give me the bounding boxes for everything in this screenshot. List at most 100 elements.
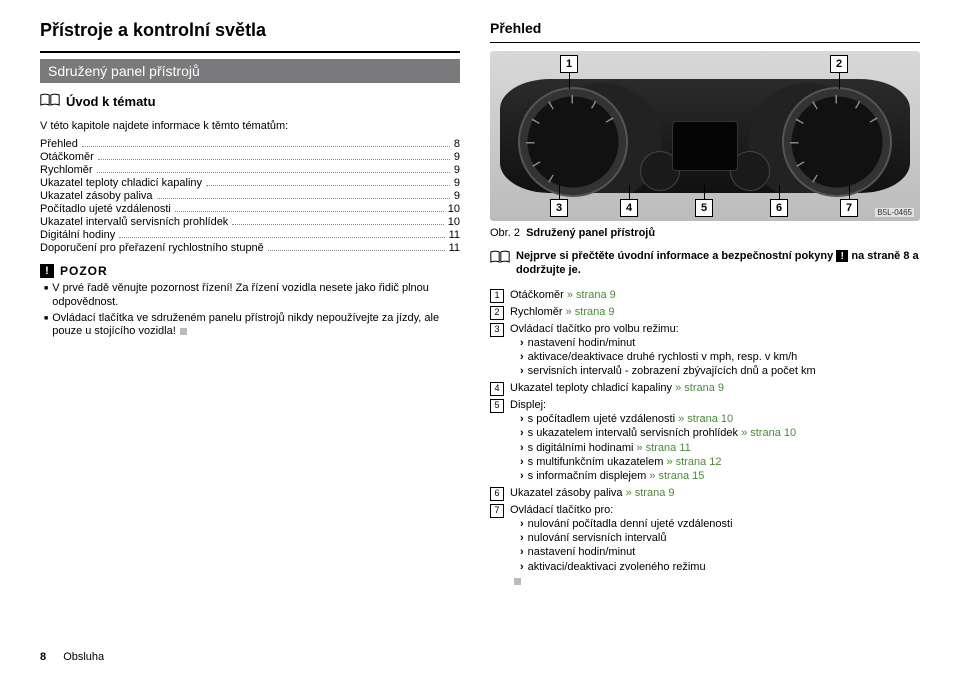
- legend-text: Rychloměr: [510, 306, 566, 318]
- legend-subitem: s ukazatelem intervalů servisních prohlí…: [520, 426, 920, 440]
- legend-subitem: nulování servisních intervalů: [520, 531, 920, 545]
- toc-leader: [206, 185, 450, 186]
- right-column: Přehled 1 2 3 4 5 6 7 B5L-0465 Ob: [490, 20, 920, 590]
- legend-item: 4Ukazatel teploty chladicí kapaliny » st…: [490, 381, 920, 396]
- book-icon: [490, 250, 510, 278]
- toc-label: Rychloměr: [40, 164, 93, 176]
- toc-page: 10: [448, 203, 460, 215]
- toc-label: Počítadlo ujeté vzdálenosti: [40, 203, 171, 215]
- page-number: 8: [40, 651, 46, 663]
- right-title: Přehled: [490, 20, 920, 36]
- page-link: » strana 10: [678, 413, 733, 425]
- warning-icon: !: [836, 250, 848, 262]
- instrument-cluster-figure: 1 2 3 4 5 6 7 B5L-0465: [490, 51, 920, 221]
- warning-icon: !: [40, 264, 54, 278]
- toc-leader: [157, 198, 450, 199]
- toc-label: Ukazatel teploty chladicí kapaliny: [40, 177, 202, 189]
- legend-text: Ovládací tlačítko pro volbu režimu:: [510, 323, 679, 335]
- end-marker-icon: [514, 578, 521, 585]
- section-bar: Sdružený panel přístrojů: [40, 59, 460, 83]
- toc-leader: [268, 250, 445, 251]
- legend-subitem: aktivaci/deaktivaci zvoleného režimu: [520, 560, 920, 574]
- warning-box: ! POZOR V prvé řadě věnujte pozornost ří…: [40, 264, 460, 339]
- page-link: » strana 11: [637, 442, 691, 454]
- warning-item: V prvé řadě věnujte pozornost řízení! Za…: [44, 282, 460, 310]
- legend-body: Otáčkoměr » strana 9: [510, 288, 920, 303]
- toc-label: Ukazatel zásoby paliva: [40, 190, 153, 202]
- legend-number: 2: [490, 306, 504, 320]
- legend-body: Rychloměr » strana 9: [510, 305, 920, 320]
- legend-text: Otáčkoměr: [510, 289, 567, 301]
- legend-sublist: nulování počítadla denní ujeté vzdálenos…: [510, 517, 920, 574]
- legend-item: 7 Ovládací tlačítko pro:nulování počítadl…: [490, 503, 920, 589]
- toc-leader: [232, 224, 443, 225]
- toc-page: 9: [454, 177, 460, 189]
- toc-row: Počítadlo ujeté vzdálenosti 10: [40, 203, 460, 215]
- toc-row: Otáčkoměr9: [40, 151, 460, 163]
- page-footer: 8 Obsluha: [40, 651, 104, 663]
- page-link: » strana 15: [649, 470, 704, 482]
- lead-text: V této kapitole najdete informace k těmt…: [40, 120, 460, 132]
- toc-leader: [82, 146, 450, 147]
- toc-page: 8: [454, 138, 460, 150]
- legend-body: Ovládací tlačítko pro:nulování počítadla…: [510, 503, 920, 589]
- legend-text: Displej:: [510, 399, 546, 411]
- toc-page: 10: [448, 216, 460, 228]
- callout-6: 6: [770, 199, 788, 217]
- divider: [40, 51, 460, 53]
- legend-number: 5: [490, 399, 504, 413]
- toc-page: 9: [454, 151, 460, 163]
- callout-2: 2: [830, 55, 848, 73]
- chapter-title: Přístroje a kontrolní světla: [40, 20, 460, 41]
- legend-number: 4: [490, 382, 504, 396]
- toc-label: Doporučení pro přeřazení rychlostního st…: [40, 242, 264, 254]
- page-link: » strana 9: [567, 289, 616, 301]
- intro-title: Úvod k tématu: [66, 94, 156, 109]
- toc-label: Přehled: [40, 138, 78, 150]
- legend-body: Ukazatel zásoby paliva » strana 9: [510, 486, 920, 501]
- end-marker-icon: [180, 328, 187, 335]
- legend-sublist: s počítadlem ujeté vzdálenosti » strana …: [510, 412, 920, 483]
- legend-number: 1: [490, 289, 504, 303]
- callout-4: 4: [620, 199, 638, 217]
- legend-item: 3Ovládací tlačítko pro volbu režimu:nast…: [490, 322, 920, 379]
- legend-item: 5 Displej:s počítadlem ujeté vzdálenosti …: [490, 398, 920, 484]
- legend-number: 7: [490, 504, 504, 518]
- safety-note: Nejprve si přečtěte úvodní informace a b…: [490, 249, 920, 278]
- caption-text: Sdružený panel přístrojů: [526, 227, 655, 239]
- legend-subitem: servisních intervalů - zobrazení zbývají…: [520, 364, 920, 378]
- callout-5: 5: [695, 199, 713, 217]
- toc-row: Digitální hodiny11: [40, 229, 460, 241]
- legend-list: 1 Otáčkoměr » strana 9 2 Rychloměr » strana…: [490, 288, 920, 589]
- toc-leader: [175, 211, 444, 212]
- callout-3: 3: [550, 199, 568, 217]
- legend-subitem: nulování počítadla denní ujeté vzdálenos…: [520, 517, 920, 531]
- legend-number: 6: [490, 487, 504, 501]
- legend-subitem: s digitálními hodinami » strana 11: [520, 441, 920, 455]
- image-code: B5L-0465: [875, 208, 914, 217]
- page-link: » strana 9: [566, 306, 615, 318]
- toc-leader: [97, 172, 450, 173]
- book-icon: [40, 93, 60, 110]
- caption-prefix: Obr. 2: [490, 227, 520, 239]
- figure-caption: Obr. 2 Sdružený panel přístrojů: [490, 227, 920, 239]
- page-link: » strana 12: [666, 456, 721, 468]
- toc-page: 9: [454, 164, 460, 176]
- toc-row: Ukazatel zásoby paliva9: [40, 190, 460, 202]
- page-link: » strana 9: [626, 487, 675, 499]
- toc-row: Rychloměr 9: [40, 164, 460, 176]
- toc-row: Ukazatel intervalů servisních prohlídek1…: [40, 216, 460, 228]
- legend-item: 2 Rychloměr » strana 9: [490, 305, 920, 320]
- toc: Přehled 8Otáčkoměr9Rychloměr 9 Ukazatel tep…: [40, 138, 460, 254]
- toc-leader: [119, 237, 444, 238]
- page-link: » strana 10: [741, 427, 796, 439]
- legend-item: 6 Ukazatel zásoby paliva » strana 9: [490, 486, 920, 501]
- legend-text: Ovládací tlačítko pro:: [510, 504, 613, 516]
- divider-thin: [490, 42, 920, 43]
- footer-section: Obsluha: [63, 651, 104, 663]
- warning-title: POZOR: [60, 264, 108, 278]
- warning-item: Ovládací tlačítka ve sdruženém panelu př…: [44, 312, 460, 340]
- legend-subitem: nastavení hodin/minut: [520, 336, 920, 350]
- legend-sublist: nastavení hodin/minutaktivace/deaktivace…: [510, 336, 920, 379]
- toc-label: Digitální hodiny: [40, 229, 115, 241]
